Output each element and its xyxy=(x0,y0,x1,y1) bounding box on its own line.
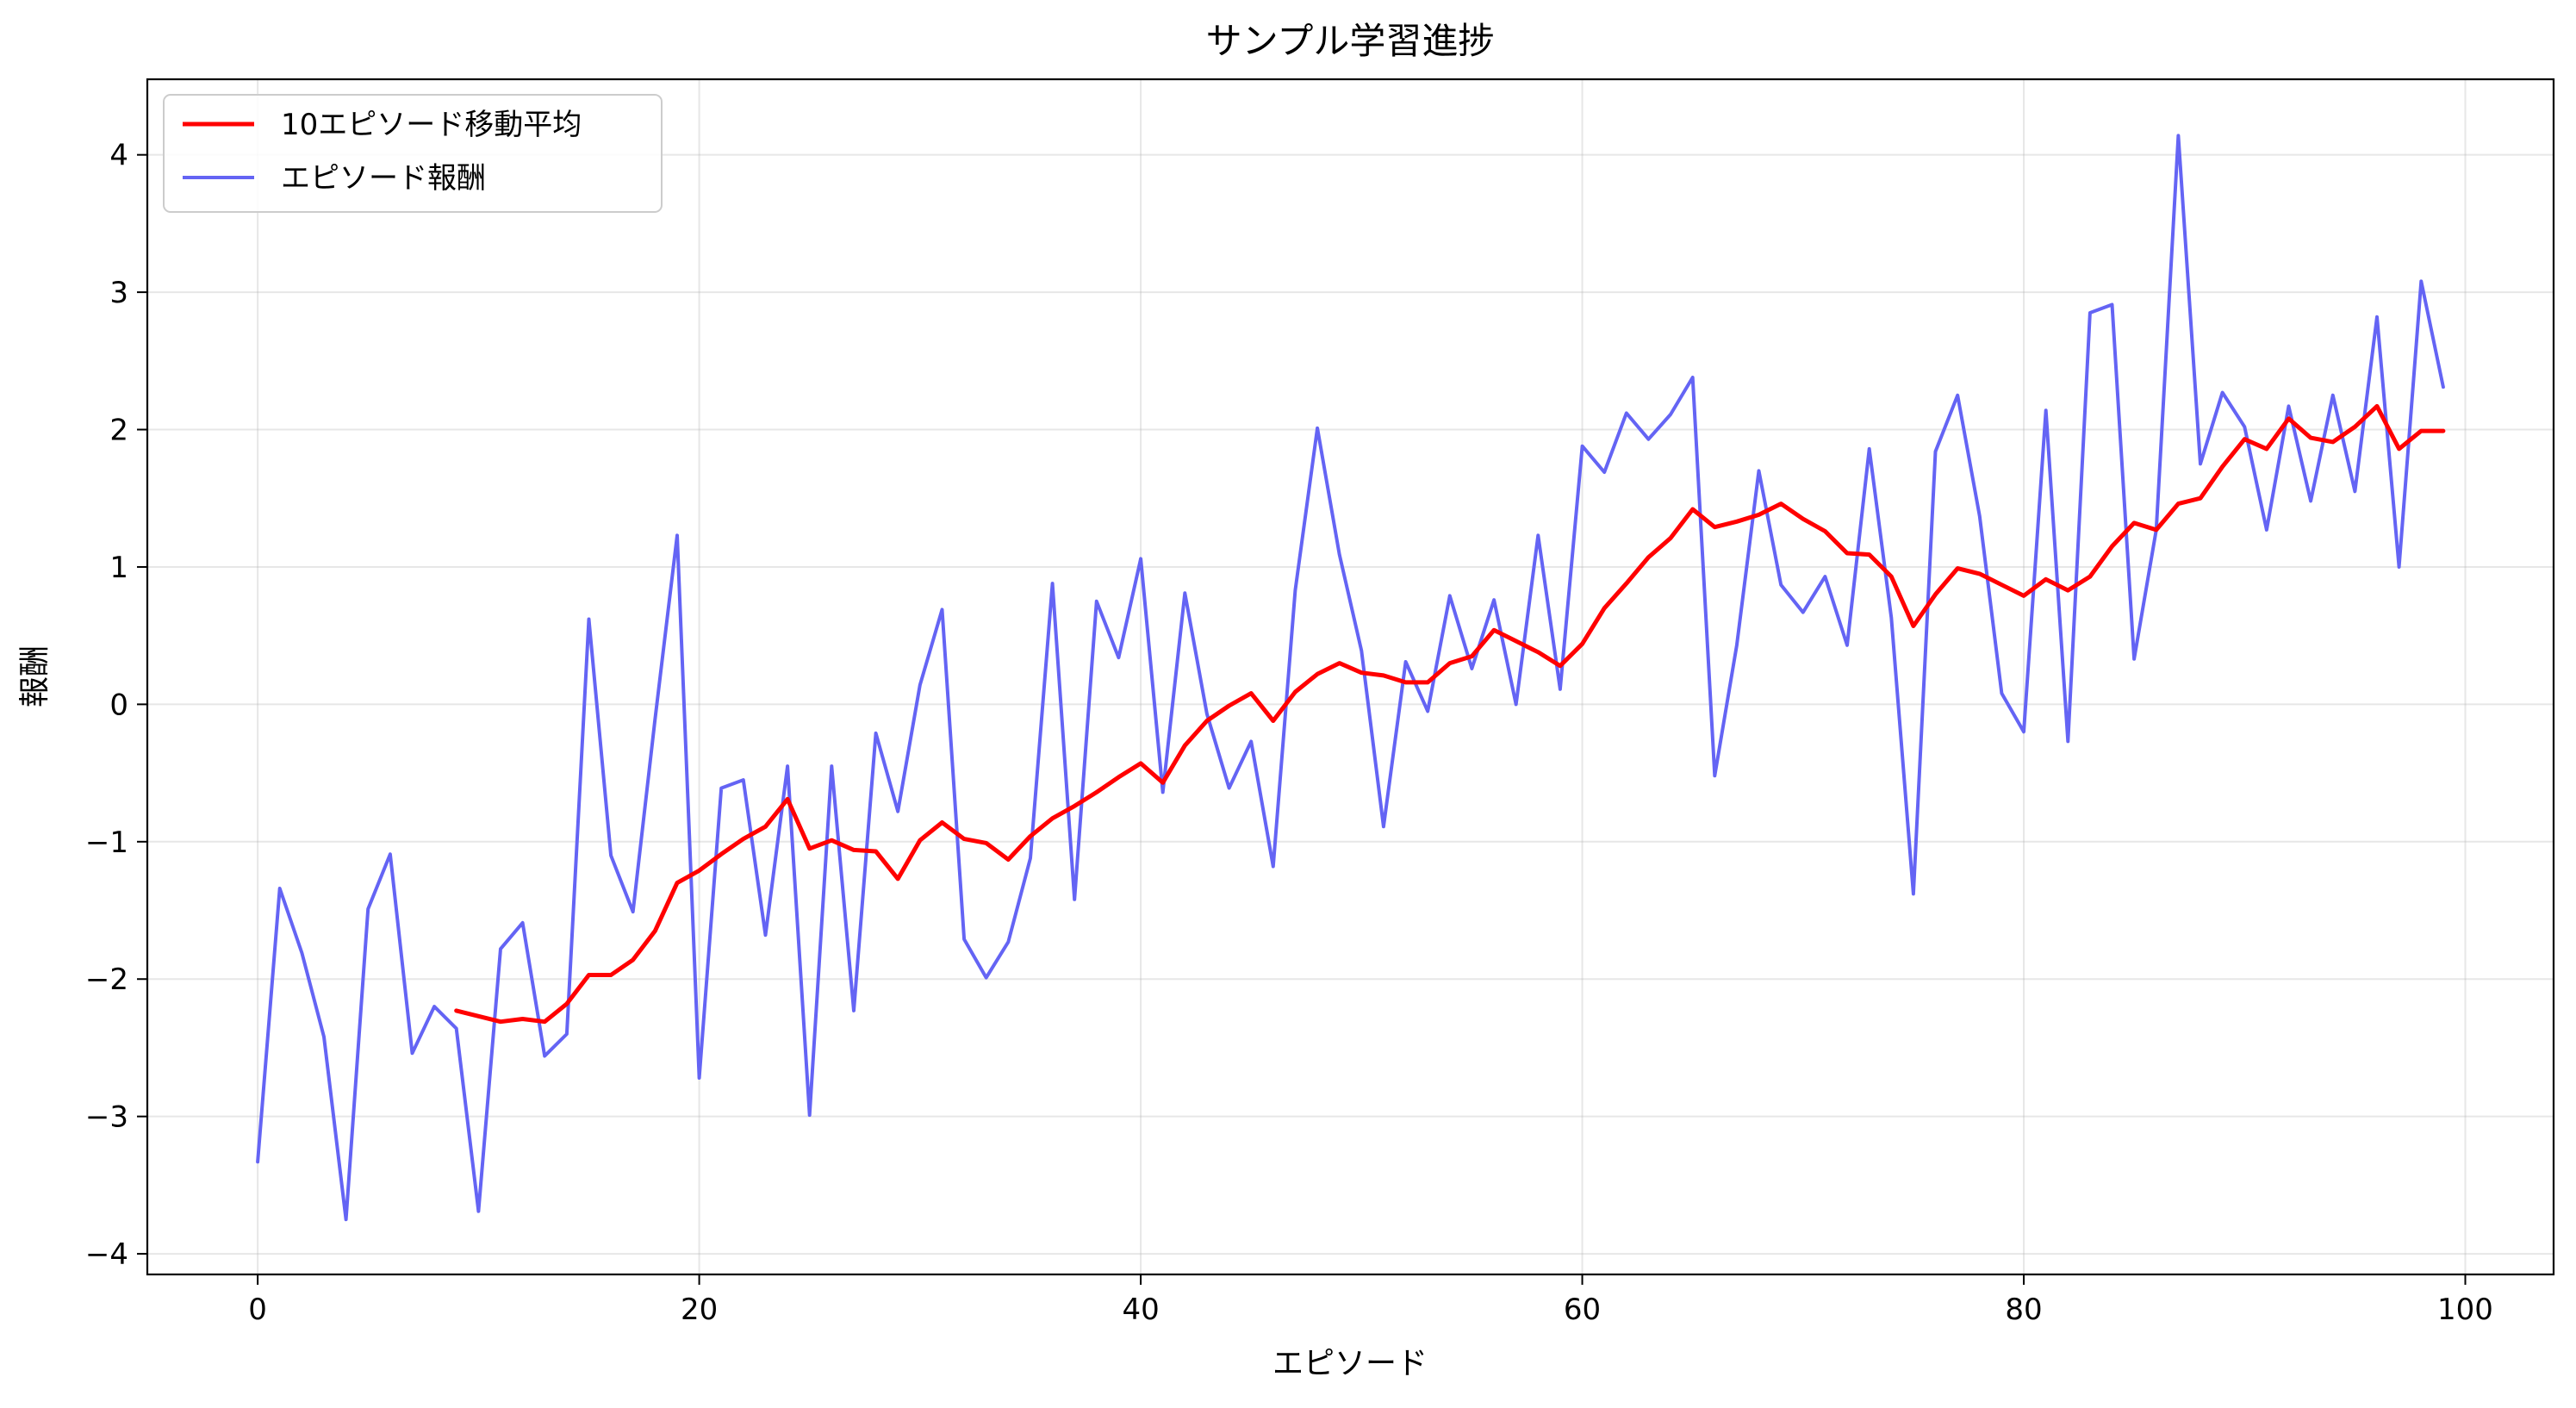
y-tick-label: 1 xyxy=(109,551,128,585)
x-tick-label: 100 xyxy=(2437,1293,2493,1327)
series-lines xyxy=(256,134,2446,1222)
y-tick-label: −2 xyxy=(85,963,128,997)
x-axis-title: エピソード xyxy=(1272,1346,1428,1381)
y-tick-label: 4 xyxy=(109,139,128,173)
y-tick-label: −4 xyxy=(85,1237,128,1272)
chart-title: サンプル学習進捗 xyxy=(1206,20,1495,62)
y-axis-title: 報酬 xyxy=(17,645,53,707)
legend-label-moving-average: 10エピソード移動平均 xyxy=(281,108,582,142)
y-tick-label: −1 xyxy=(85,825,128,860)
y-tick-label: −3 xyxy=(85,1100,128,1135)
legend-label-episode-reward: エピソード報酬 xyxy=(281,161,486,196)
x-tick-label: 40 xyxy=(1122,1293,1159,1327)
x-tick-label: 20 xyxy=(681,1293,718,1327)
x-tick-label: 80 xyxy=(2005,1293,2042,1327)
series-line-moving-average xyxy=(454,403,2446,1025)
axis-ticks: 0 20 40 60 80 100 −4 −3 −2 −1 0 1 2 3 4 xyxy=(85,139,2493,1327)
grid xyxy=(147,79,2554,1274)
legend: 10エピソード移動平均 エピソード報酬 xyxy=(163,94,663,213)
y-tick-label: 3 xyxy=(109,276,128,310)
y-tick-label: 0 xyxy=(109,688,128,722)
legend-box xyxy=(163,94,663,213)
plot-frame xyxy=(146,78,2555,1276)
x-tick-label: 0 xyxy=(248,1293,267,1327)
series-line-episode-reward xyxy=(256,134,2445,1222)
y-tick-label: 2 xyxy=(109,414,128,448)
x-tick-label: 60 xyxy=(1564,1293,1601,1327)
